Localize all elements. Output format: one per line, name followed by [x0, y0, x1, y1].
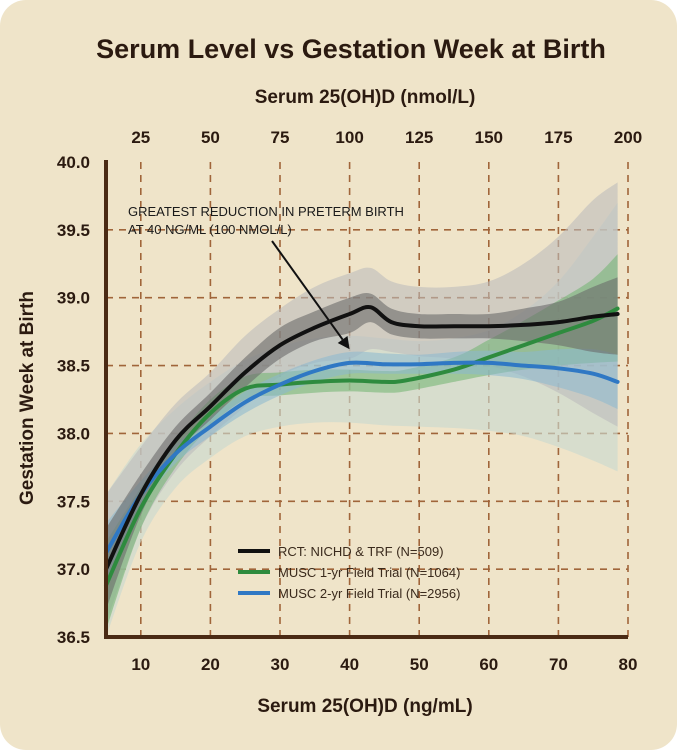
series-line-black: [104, 304, 620, 572]
y-tick-label: 38.0: [57, 424, 90, 443]
x-tick-label: 60: [479, 655, 498, 674]
y-tick-label: 37.5: [57, 492, 90, 511]
top-tick-label: 100: [335, 128, 363, 147]
y-tick-label: 38.5: [57, 357, 90, 376]
annotation: GREATEST REDUCTION IN PRETERM BIRTH AT 4…: [128, 204, 404, 350]
x-tick-label: 20: [201, 655, 220, 674]
legend-label: MUSC 2-yr Field Trial (N=2956): [278, 586, 460, 601]
y-tick-label: 40.0: [57, 153, 90, 172]
y-tick-label: 36.5: [57, 628, 90, 647]
top-tick-label: 150: [475, 128, 503, 147]
x-tick-label: 50: [410, 655, 429, 674]
top-tick-label: 175: [544, 128, 572, 147]
plot-frame: [104, 160, 628, 639]
y-axis-label: Gestation Week at Birth: [17, 291, 38, 505]
annotation-line-2: AT 40 NG/ML (100 NMOL/L): [128, 222, 292, 237]
series-line-green: [104, 306, 620, 588]
legend: RCT: NICHD & TRF (N=509) MUSC 1-yr Field …: [238, 544, 460, 601]
x-tick-label: 40: [340, 655, 359, 674]
x-axis-label: Serum 25(OH)D (ng/mL): [257, 696, 472, 717]
top-tick-label: 200: [614, 128, 642, 147]
band-black-inner: [106, 277, 618, 610]
top-tick-label: 25: [131, 128, 150, 147]
x-tick-label: 70: [549, 655, 568, 674]
y-tick-label: 39.0: [57, 289, 90, 308]
top-tick-label: 50: [201, 128, 220, 147]
top-tick-label: 75: [271, 128, 290, 147]
annotation-arrow: [271, 240, 344, 341]
top-axis-label: Serum 25(OH)D (nmol/L): [255, 87, 476, 108]
band-green: [106, 254, 618, 631]
x-tick-label: 30: [271, 655, 290, 674]
top-tick-label: 125: [405, 128, 433, 147]
x-tick-label: 80: [619, 655, 638, 674]
legend-label: RCT: NICHD & TRF (N=509): [278, 544, 444, 559]
series-line-blue: [104, 360, 620, 555]
annotation-arrowhead: [337, 336, 350, 350]
band-black-outer: [106, 182, 618, 624]
x-tick-label: 10: [131, 655, 150, 674]
chart-title: Serum Level vs Gestation Week at Birth: [96, 34, 606, 64]
tick-labels: 10 20 30 40 50 60 70 80 25 50 75 100 125 150 175 200 36.…: [57, 128, 642, 674]
annotation-line-1: GREATEST REDUCTION IN PRETERM BIRTH: [128, 204, 404, 219]
y-tick-label: 39.5: [57, 221, 90, 240]
legend-label: MUSC 1-yr Field Trial (N=1064): [278, 565, 460, 580]
y-tick-label: 37.0: [57, 560, 90, 579]
series-lines: [104, 304, 620, 588]
band-wide: [106, 202, 618, 637]
